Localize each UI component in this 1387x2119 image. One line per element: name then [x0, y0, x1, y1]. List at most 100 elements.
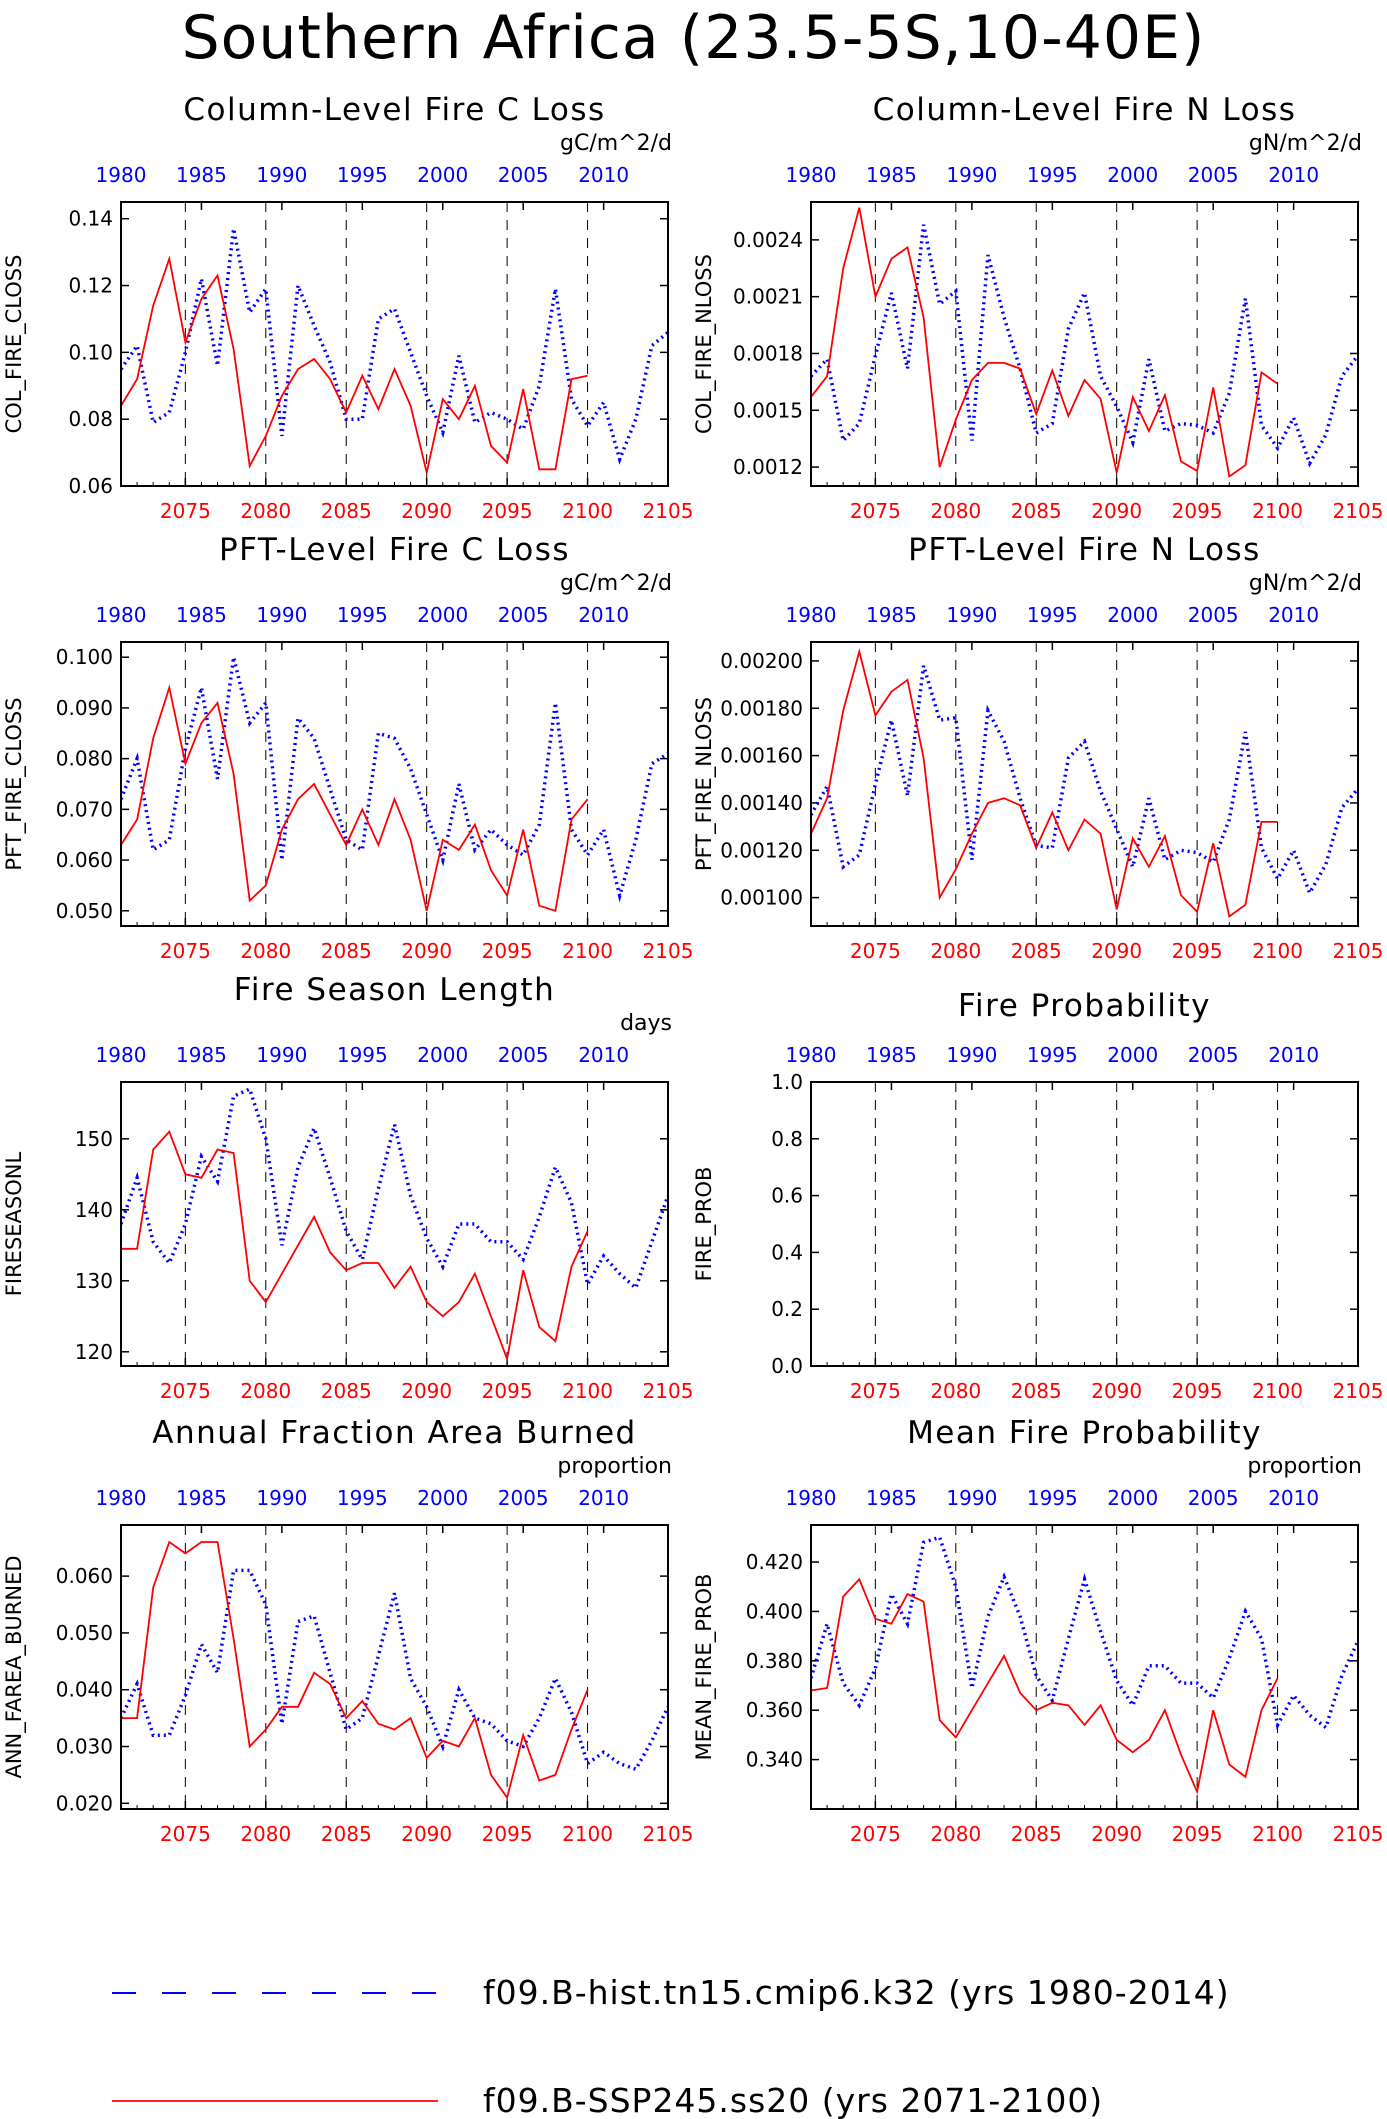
- top-tick-label: 2010: [578, 1043, 629, 1067]
- chart-title: Fire Probability: [958, 988, 1211, 1024]
- y-tick-label: 0.030: [56, 1735, 113, 1759]
- bottom-tick-label: 2075: [160, 499, 211, 523]
- bottom-tick-label: 2095: [482, 939, 533, 963]
- bottom-tick-label: 2090: [1091, 499, 1142, 523]
- series-line-future: [811, 207, 1279, 479]
- y-axis-label: FIRESEASONL: [2, 1152, 26, 1297]
- y-tick-label: 0.040: [56, 1678, 113, 1702]
- top-tick-label: 2005: [498, 603, 549, 627]
- y-tick-label: 0.360: [746, 1698, 803, 1722]
- y-tick-label: 0.340: [746, 1748, 803, 1772]
- bottom-tick-label: 2090: [401, 1379, 452, 1403]
- top-tick-label: 1980: [786, 603, 837, 627]
- bottom-tick-label: 2100: [1252, 1822, 1303, 1846]
- plot-frame: [810, 641, 1359, 927]
- top-tick-label: 2010: [578, 603, 629, 627]
- top-tick-label: 2000: [417, 603, 468, 627]
- chart-panel-5: Fire Season Length days 1980 1985 1990 1995 20…: [2, 972, 693, 1403]
- y-axis-label: FIRE_PROB: [692, 1167, 717, 1282]
- top-tick-label: 2010: [1268, 1043, 1319, 1067]
- series-line-historical: [811, 665, 1358, 898]
- bottom-tick-label: 2105: [1333, 1379, 1384, 1403]
- top-tick-label: 1990: [946, 1486, 997, 1510]
- y-tick-label: 130: [75, 1269, 113, 1293]
- bottom-tick-label: 2080: [930, 1822, 981, 1846]
- units-label: gN/m^2/d: [1249, 571, 1362, 596]
- chart-title: PFT-Level Fire N Loss: [908, 532, 1261, 568]
- bottom-tick-label: 2100: [562, 499, 613, 523]
- top-tick-label: 1995: [337, 603, 388, 627]
- y-tick-label: 0.00200: [720, 649, 803, 673]
- bottom-tick-label: 2100: [1252, 499, 1303, 523]
- top-tick-label: 2005: [1188, 163, 1239, 187]
- series-line-future: [121, 1540, 589, 1800]
- bottom-tick-label: 2090: [401, 499, 452, 523]
- bottom-tick-label: 2085: [1011, 1379, 1062, 1403]
- y-axis-label: MEAN_FIRE_PROB: [692, 1574, 717, 1761]
- top-tick-label: 2000: [1107, 1486, 1158, 1510]
- bottom-tick-label: 2080: [930, 499, 981, 523]
- chart-title: Column-Level Fire C Loss: [183, 92, 605, 128]
- y-tick-label: 0.050: [56, 1621, 113, 1645]
- top-tick-label: 1990: [256, 1486, 307, 1510]
- top-tick-label: 2010: [1268, 603, 1319, 627]
- top-tick-label: 1980: [786, 1043, 837, 1067]
- units-label: gC/m^2/d: [560, 131, 672, 156]
- plot-frame: [810, 1524, 1359, 1810]
- top-tick-label: 1980: [96, 1043, 147, 1067]
- series-line-historical: [121, 228, 668, 465]
- chart-title: PFT-Level Fire C Loss: [219, 532, 570, 568]
- top-tick-label: 1985: [866, 163, 917, 187]
- y-tick-label: 0.8: [771, 1127, 803, 1151]
- plot-frame: [120, 1524, 669, 1810]
- y-tick-label: 0.14: [68, 207, 113, 231]
- legend-label-2: f09.B-SSP245.ss20 (yrs 2071-2100): [483, 2081, 1103, 2119]
- y-tick-label: 0.380: [746, 1649, 803, 1673]
- plot-frame: [120, 641, 669, 927]
- series-line-historical: [121, 656, 668, 903]
- bottom-tick-label: 2080: [930, 939, 981, 963]
- y-axis-label: ANN_FAREA_BURNED: [2, 1555, 27, 1778]
- top-tick-label: 1980: [96, 1486, 147, 1510]
- y-tick-label: 120: [75, 1340, 113, 1364]
- series-line-future: [811, 647, 1278, 919]
- bottom-tick-label: 2085: [1011, 499, 1062, 523]
- bottom-tick-label: 2090: [401, 939, 452, 963]
- units-label: gC/m^2/d: [560, 571, 672, 596]
- series-line-future: [121, 255, 588, 473]
- top-tick-label: 2005: [1188, 1486, 1239, 1510]
- top-tick-label: 1995: [337, 1486, 388, 1510]
- units-label: days: [620, 1011, 672, 1036]
- y-axis-label: COL_FIRE_NLOSS: [692, 254, 717, 434]
- top-tick-label: 1995: [337, 1043, 388, 1067]
- top-tick-label: 2005: [1188, 603, 1239, 627]
- top-tick-label: 1995: [1027, 1486, 1078, 1510]
- bottom-tick-label: 2080: [240, 1822, 291, 1846]
- y-tick-label: 0.0012: [733, 455, 803, 479]
- series-line-historical: [121, 1568, 668, 1772]
- y-axis-label: PFT_FIRE_NLOSS: [692, 697, 717, 871]
- bottom-tick-label: 2080: [240, 939, 291, 963]
- top-tick-label: 1980: [96, 163, 147, 187]
- bottom-tick-label: 2095: [482, 499, 533, 523]
- units-label: proportion: [557, 1454, 672, 1479]
- series-line-historical: [121, 1086, 668, 1291]
- bottom-tick-label: 2085: [321, 939, 372, 963]
- y-tick-label: 0.020: [56, 1791, 113, 1815]
- bottom-tick-label: 2105: [643, 1379, 694, 1403]
- chart-title: Fire Season Length: [234, 972, 555, 1008]
- top-tick-label: 2000: [417, 1486, 468, 1510]
- series-line-future: [811, 1577, 1279, 1795]
- chart-panel-4: PFT-Level Fire N Loss gN/m^2/d 1980 1985 199…: [692, 532, 1383, 963]
- plot-frame: [810, 1081, 1359, 1367]
- chart-title: Mean Fire Probability: [907, 1415, 1262, 1451]
- bottom-tick-label: 2075: [850, 939, 901, 963]
- y-tick-label: 0.4: [771, 1240, 803, 1264]
- series-line-future: [121, 1130, 589, 1363]
- bottom-tick-label: 2105: [643, 499, 694, 523]
- series-line-future: [121, 684, 589, 912]
- y-tick-label: 0.420: [746, 1550, 803, 1574]
- y-axis-label: COL_FIRE_CLOSS: [2, 255, 27, 434]
- y-tick-label: 0.090: [56, 696, 113, 720]
- y-tick-label: 0.050: [56, 899, 113, 923]
